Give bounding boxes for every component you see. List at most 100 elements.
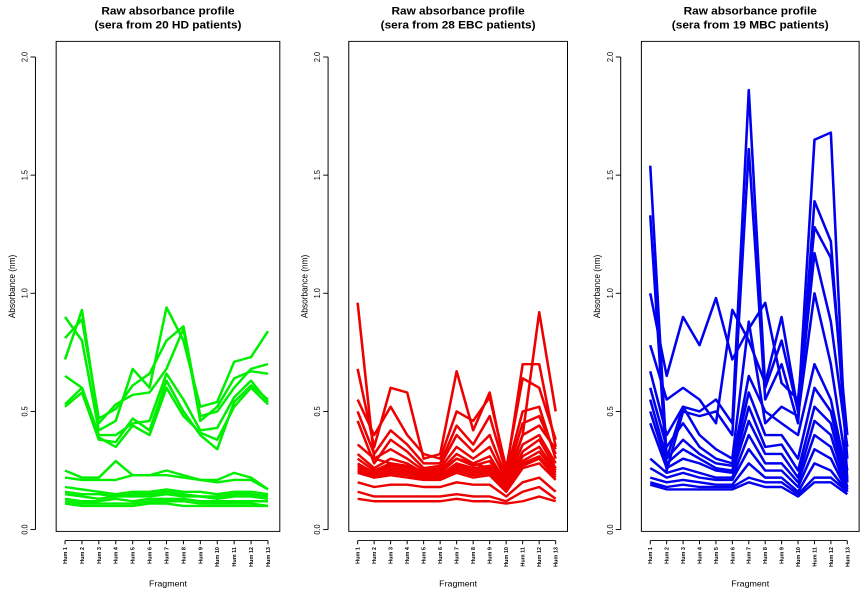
y-tick-label: 1.0: [606, 288, 615, 298]
series-line-16: [357, 495, 557, 505]
x-tick-label: Hum 9: [779, 547, 785, 564]
series-group: [63, 306, 270, 508]
y-tick-label: 0.0: [606, 524, 615, 534]
y-tick-label: 1.5: [20, 170, 29, 180]
series-line-13: [649, 476, 849, 496]
series-line-10: [649, 433, 849, 493]
x-tick-label: Hum 7: [164, 547, 170, 564]
y-tick-label: 1.0: [20, 288, 29, 298]
x-tick-label: Hum 13: [266, 547, 272, 567]
x-tick-label: Hum 6: [438, 547, 444, 564]
x-tick-label: Hum 12: [537, 547, 543, 567]
y-tick-label: 0.5: [313, 406, 322, 416]
series-line-10: [64, 490, 269, 498]
x-tick-label: Hum 8: [763, 547, 769, 564]
x-tick-label: Hum 2: [665, 547, 671, 564]
x-tick-label: Hum 6: [730, 547, 736, 564]
series-line-11: [649, 448, 849, 493]
y-tick-label: 1.5: [606, 170, 615, 180]
series-line-8: [64, 474, 269, 491]
x-tick-label: Hum 11: [520, 546, 526, 566]
series-line-3: [63, 308, 269, 425]
x-tick-label: Hum 12: [829, 547, 835, 567]
series-line-7: [356, 433, 557, 484]
series-line-3: [356, 377, 557, 470]
series-line-2: [356, 362, 557, 475]
series-line-4: [649, 251, 849, 448]
series-line-14: [357, 476, 557, 498]
series-line-5: [64, 379, 269, 451]
series-line-9: [356, 445, 557, 489]
x-tick-label: Hum 11: [812, 546, 818, 566]
x-tick-label: Hum 3: [97, 547, 103, 564]
x-tick-label: Hum 8: [181, 547, 187, 564]
series-line-14: [64, 502, 268, 508]
x-tick-label: Hum 4: [697, 546, 703, 564]
x-tick-label: Hum 13: [554, 547, 560, 567]
chart-panel-3: Raw absorbance profile (sera from 19 MBC …: [592, 6, 860, 589]
series-line-13: [357, 462, 557, 493]
x-tick-label: Hum 7: [747, 547, 753, 564]
x-tick-label: Hum 9: [198, 547, 204, 564]
chart-subtitle: (sera from 20 HD patients): [94, 20, 241, 32]
x-tick-label: Hum 4: [114, 546, 120, 564]
chart-title: Raw absorbance profile: [392, 6, 525, 18]
x-tick-label: Hum 3: [388, 547, 394, 564]
series-line-5: [649, 292, 849, 471]
series-line-15: [357, 485, 557, 503]
series-line-5: [356, 414, 557, 479]
chart-subtitle: (sera from 28 EBC patients): [381, 20, 536, 32]
x-tick-label: Hum 1: [63, 546, 69, 564]
x-tick-label: Hum 13: [845, 547, 851, 567]
series-line-6: [64, 386, 269, 449]
series-line-7: [64, 459, 269, 491]
y-tick-label: 2.0: [313, 52, 322, 62]
x-tick-label: Hum 11: [232, 546, 238, 566]
chart-title: Raw absorbance profile: [684, 6, 817, 18]
x-tick-label: Hum 7: [454, 547, 460, 564]
series-line-12: [64, 497, 268, 503]
x-tick-label: Hum 2: [80, 547, 86, 564]
series-line-8: [649, 405, 849, 488]
series-group: [648, 88, 849, 498]
chart-panel-2: Raw absorbance profile (sera from 28 EBC …: [299, 6, 568, 589]
x-tick-label: Hum 10: [215, 547, 221, 567]
plot-frame: [348, 40, 568, 532]
y-tick-label: 1.5: [313, 170, 322, 180]
x-tick-label: Hum 9: [487, 547, 493, 564]
x-tick-label: Hum 3: [681, 547, 687, 564]
series-line-10: [357, 450, 557, 489]
x-axis-label: Fragment: [731, 579, 770, 589]
series-line-6: [649, 362, 849, 478]
series-line-11: [357, 455, 557, 491]
series-line-6: [356, 424, 557, 482]
series-group: [356, 302, 557, 505]
x-tick-label: Hum 5: [131, 546, 137, 564]
y-tick-label: 2.0: [20, 52, 29, 62]
series-line-11: [64, 492, 269, 501]
y-tick-label: 1.0: [313, 288, 322, 298]
y-axis-label: Absorbance (nm): [299, 255, 309, 319]
x-tick-label: Hum 10: [504, 547, 510, 567]
series-line-8: [356, 438, 557, 486]
y-tick-label: 0.5: [20, 406, 29, 416]
chart-panel-1: Raw absorbance profile (sera from 20 HD p…: [7, 6, 281, 589]
x-tick-label: Hum 5: [714, 546, 720, 564]
series-line-4: [356, 405, 557, 475]
plot-frame: [55, 40, 281, 532]
y-tick-label: 0.0: [20, 524, 29, 534]
y-axis-label: Absorbance (nm): [592, 255, 602, 319]
chart-title: Raw absorbance profile: [101, 6, 234, 18]
x-tick-label: Hum 10: [796, 547, 802, 567]
x-tick-label: Hum 2: [372, 547, 378, 564]
series-line-1: [63, 306, 270, 432]
y-tick-label: 0.0: [313, 524, 322, 534]
x-axis-label: Fragment: [439, 579, 478, 589]
series-line-12: [649, 462, 849, 493]
series-line-14: [649, 481, 849, 498]
x-axis-label: Fragment: [149, 579, 188, 589]
series-line-12: [357, 457, 557, 491]
y-tick-label: 2.0: [606, 52, 615, 62]
series-line-7: [649, 386, 849, 483]
